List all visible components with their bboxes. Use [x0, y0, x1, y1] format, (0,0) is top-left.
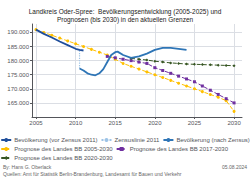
svg-text:165.000: 165.000	[7, 100, 29, 106]
svg-text:Prognose des Landes BB 2020-20: Prognose des Landes BB 2020-2030	[14, 155, 113, 161]
svg-text:Bevölkerung (nach Zensus): Bevölkerung (nach Zensus)	[176, 137, 249, 143]
svg-text:Prognosen (bis 2030) in den ak: Prognosen (bis 2030) in den aktuellen Gr…	[57, 16, 194, 24]
svg-text:Quellen: Amt für Statistik Ber: Quellen: Amt für Statistik Berlin-Brande…	[3, 171, 182, 177]
svg-text:Bevölkerung (vor Zensus 2011): Bevölkerung (vor Zensus 2011)	[14, 137, 97, 143]
svg-text:2005: 2005	[29, 120, 43, 126]
svg-text:Landkreis Oder-Spree: Bevölke: Landkreis Oder-Spree: Bevölkerungsentwic…	[29, 8, 222, 16]
svg-text:05.08.2024: 05.08.2024	[222, 164, 247, 170]
svg-text:By: Hans G. Oberlack: By: Hans G. Oberlack	[3, 164, 52, 170]
svg-text:185.000: 185.000	[7, 44, 29, 50]
svg-text:190.000: 190.000	[7, 29, 29, 35]
svg-text:175.000: 175.000	[7, 72, 29, 78]
svg-text:Zensuslinie 2011: Zensuslinie 2011	[114, 137, 160, 143]
svg-text:170.000: 170.000	[7, 86, 29, 92]
svg-text:2010: 2010	[69, 120, 83, 126]
svg-text:180.000: 180.000	[7, 58, 29, 64]
svg-text:2015: 2015	[109, 120, 123, 126]
svg-text:2020: 2020	[148, 120, 162, 126]
svg-text:2030: 2030	[227, 120, 241, 126]
svg-text:Prognose des Landes BB 2017-20: Prognose des Landes BB 2017-2030	[130, 146, 229, 152]
svg-text:Prognose des Landes BB 2005-20: Prognose des Landes BB 2005-2030	[14, 146, 113, 152]
svg-text:2025: 2025	[188, 120, 202, 126]
